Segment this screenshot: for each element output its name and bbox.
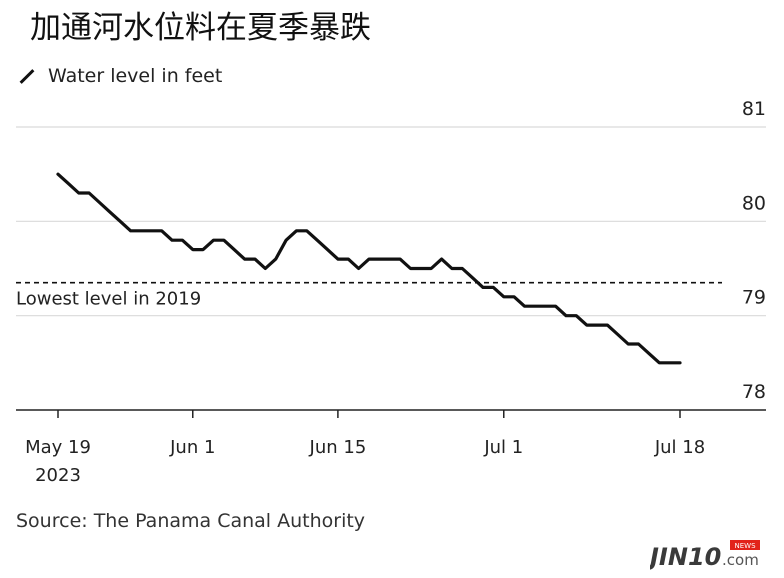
legend-label: Water level in feet bbox=[48, 65, 223, 87]
svg-text:.com: .com bbox=[722, 551, 759, 569]
series-group bbox=[56, 172, 682, 365]
x-tick-label-jul-1: Jul 1 bbox=[483, 437, 523, 458]
reference-line-group: Lowest level in 2019 bbox=[16, 281, 722, 310]
x-tick-sublabel-year: 2023 bbox=[35, 465, 81, 486]
x-tick-label-jun-1: Jun 1 bbox=[169, 437, 215, 458]
gridlines bbox=[16, 126, 766, 317]
svg-text:JIN10: JIN10 bbox=[650, 543, 721, 571]
svg-text:NEWS: NEWS bbox=[734, 542, 756, 550]
y-tick-label-79: 79 bbox=[742, 287, 766, 309]
x-tick-label-jun-15: Jun 15 bbox=[309, 437, 367, 458]
x-tick-label-jul-18: Jul 18 bbox=[654, 437, 705, 458]
x-tick-label-may-19: May 19 bbox=[25, 437, 91, 458]
jin10-logo: JIN10 .com NEWS bbox=[650, 540, 760, 571]
reference-line-label: Lowest level in 2019 bbox=[16, 289, 201, 310]
legend: Water level in feet bbox=[18, 64, 222, 88]
x-axis: May 19 2023 Jun 1 Jun 15 Jul 1 Jul 18 bbox=[16, 409, 766, 486]
y-tick-label-78: 78 bbox=[742, 381, 766, 403]
y-axis-tick-labels: 78 79 80 81 bbox=[742, 98, 766, 403]
chart-title: 加通河水位料在夏季暴跌 bbox=[30, 10, 371, 46]
series-line-water-level bbox=[56, 172, 682, 365]
source-note: Source: The Panama Canal Authority bbox=[16, 510, 366, 532]
y-tick-label-81: 81 bbox=[742, 98, 766, 120]
y-tick-label-80: 80 bbox=[742, 192, 766, 214]
